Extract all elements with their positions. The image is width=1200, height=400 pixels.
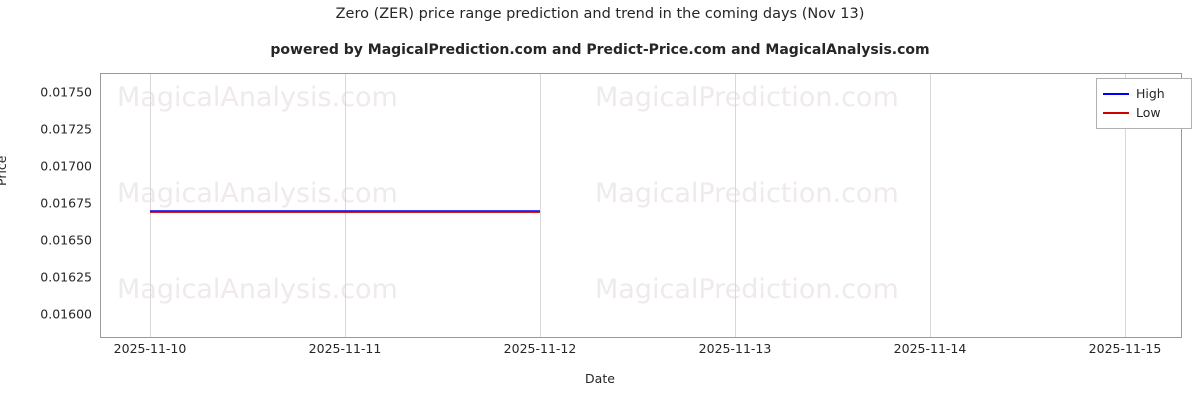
y-tick-label: 0.01675 (40, 195, 92, 211)
x-tick-label: 2025-11-10 (113, 341, 187, 356)
y-axis-tick-labels: 0.01750 0.01725 0.01700 0.01675 0.01650 … (0, 73, 92, 338)
x-tick-label: 2025-11-12 (503, 341, 577, 356)
series-lines (150, 210, 540, 213)
gridline-vertical (735, 74, 736, 337)
x-axis-title: Date (585, 371, 615, 386)
y-tick-label: 0.01625 (40, 269, 92, 285)
plot-area: MagicalAnalysis.com MagicalPrediction.co… (100, 73, 1182, 338)
gridline-vertical (1125, 74, 1126, 337)
legend-swatch-high (1103, 92, 1129, 95)
gridline-vertical (345, 74, 346, 337)
legend-label-low: Low (1136, 105, 1161, 120)
x-tick-label: 2025-11-14 (893, 341, 967, 356)
y-tick-label: 0.01700 (40, 158, 92, 174)
x-tick-label: 2025-11-15 (1088, 341, 1162, 356)
legend-swatch-low (1103, 111, 1129, 114)
gridline-vertical (540, 74, 541, 337)
y-tick-label: 0.01650 (40, 232, 92, 248)
x-tick-label: 2025-11-11 (308, 341, 382, 356)
legend-label-high: High (1136, 86, 1165, 101)
chart-title: Zero (ZER) price range prediction and tr… (335, 6, 865, 22)
chart-legend: High Low (1096, 78, 1192, 129)
legend-item-low: Low (1103, 103, 1185, 122)
gridline-vertical (930, 74, 931, 337)
y-tick-label: 0.01750 (40, 84, 92, 100)
gridline-vertical (150, 74, 151, 337)
chart-subtitle: powered by MagicalPrediction.com and Pre… (270, 42, 930, 58)
y-tick-label: 0.01600 (40, 306, 92, 322)
x-axis-tick-labels: 2025-11-10 2025-11-11 2025-11-12 2025-11… (100, 341, 1182, 361)
y-tick-label: 0.01725 (40, 121, 92, 137)
x-tick-label: 2025-11-13 (698, 341, 772, 356)
legend-item-high: High (1103, 84, 1185, 103)
